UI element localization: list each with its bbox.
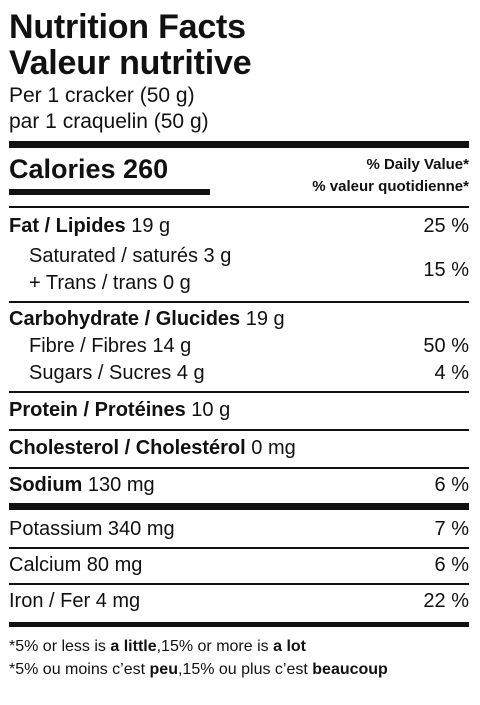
daily-value-header-en: % Daily Value*	[366, 156, 469, 173]
fibre-label: Fibre / Fibres 14 g	[29, 335, 192, 357]
footnote-en-lot: a lot	[273, 638, 306, 655]
serving-en: Per 1 cracker (50 g)	[9, 84, 195, 107]
sodium-row: Sodium 130 mg 6 %	[9, 472, 469, 499]
fat-label: Fat / Lipides	[9, 215, 126, 237]
divider-thick	[9, 622, 469, 627]
potassium-dv: 7 %	[434, 518, 469, 540]
footnote-fr-peu: peu	[149, 661, 178, 678]
divider	[9, 467, 469, 469]
potassium-label: Potassium 340 mg	[9, 518, 175, 540]
divider	[9, 429, 469, 431]
trans-row: + Trans / trans 0 g 15 %	[9, 259, 469, 297]
divider-thick	[9, 503, 469, 510]
fibre-row: Fibre / Fibres 14 g 50 %	[9, 333, 469, 360]
fat-amount: 19 g	[131, 215, 171, 237]
divider	[9, 301, 469, 303]
calories-row: Calories 260 % Daily Value* % valeur quo…	[9, 148, 469, 198]
cholesterol-row: Cholesterol / Cholestérol 0 mg	[9, 435, 469, 462]
sodium-dv: 6 %	[434, 474, 469, 496]
footnote: *5% or less is a little,15% or more is a…	[9, 627, 469, 681]
carb-row: Carbohydrate / Glucides 19 g	[9, 306, 469, 333]
iron-dv: 22 %	[423, 590, 469, 612]
divider	[9, 391, 469, 393]
carb-amount: 19 g	[245, 308, 285, 330]
sodium-label: Sodium	[9, 474, 83, 496]
trans-label: + Trans / trans 0 g	[29, 272, 191, 294]
footnote-en-text: ,15% or more is	[156, 638, 274, 655]
sugars-label: Sugars / Sucres 4 g	[29, 362, 205, 384]
sodium-amount: 130 mg	[87, 474, 155, 496]
serving-fr: par 1 craquelin (50 g)	[9, 110, 209, 133]
calories-underline	[9, 189, 210, 195]
title-fr: Valeur nutritive	[9, 44, 252, 82]
divider	[9, 583, 469, 585]
saturated-label: Saturated / saturés 3 g	[29, 245, 232, 267]
protein-label: Protein / Protéines	[9, 399, 186, 421]
footnote-fr-text: ,15% ou plus c’est	[177, 661, 313, 678]
footnote-fr: *5% ou moins c’est peu,15% ou plus c’est…	[9, 658, 469, 681]
calcium-label: Calcium 80 mg	[9, 554, 143, 576]
footnote-en-little: a little	[110, 638, 157, 655]
fibre-dv: 50 %	[423, 335, 469, 357]
sugars-row: Sugars / Sucres 4 g 4 %	[9, 360, 469, 387]
daily-value-header-fr: % valeur quotidienne*	[312, 178, 469, 195]
divider	[9, 547, 469, 549]
potassium-row: Potassium 340 mg 7 %	[9, 516, 469, 543]
carb-label: Carbohydrate / Glucides	[9, 308, 241, 330]
title-en: Nutrition Facts	[9, 8, 246, 46]
protein-row: Protein / Protéines 10 g	[9, 397, 469, 424]
cholesterol-amount: 0 mg	[251, 437, 296, 459]
daily-value-header: % Daily Value* % valeur quotidienne*	[312, 154, 469, 198]
divider	[9, 206, 469, 208]
sat-trans-dv: 15 %	[423, 259, 469, 281]
cholesterol-label: Cholesterol / Cholestérol	[9, 437, 246, 459]
calcium-dv: 6 %	[434, 554, 469, 576]
calories-label: Calories 260	[9, 154, 169, 184]
iron-label: Iron / Fer 4 mg	[9, 590, 141, 612]
sugars-dv: 4 %	[434, 362, 469, 384]
footnote-fr-beaucoup: beaucoup	[312, 661, 388, 678]
protein-amount: 10 g	[191, 399, 231, 421]
footnote-en-text: *5% or less is	[9, 638, 111, 655]
fat-dv: 25 %	[423, 215, 469, 237]
saturated-row: Saturated / saturés 3 g	[9, 243, 469, 270]
iron-row: Iron / Fer 4 mg 22 %	[9, 588, 469, 615]
calcium-row: Calcium 80 mg 6 %	[9, 552, 469, 579]
fat-row: Fat / Lipides 19 g 25 %	[9, 213, 469, 240]
footnote-fr-text: *5% ou moins c’est	[9, 661, 150, 678]
divider-thick	[9, 141, 469, 148]
footnote-en: *5% or less is a little,15% or more is a…	[9, 635, 469, 658]
